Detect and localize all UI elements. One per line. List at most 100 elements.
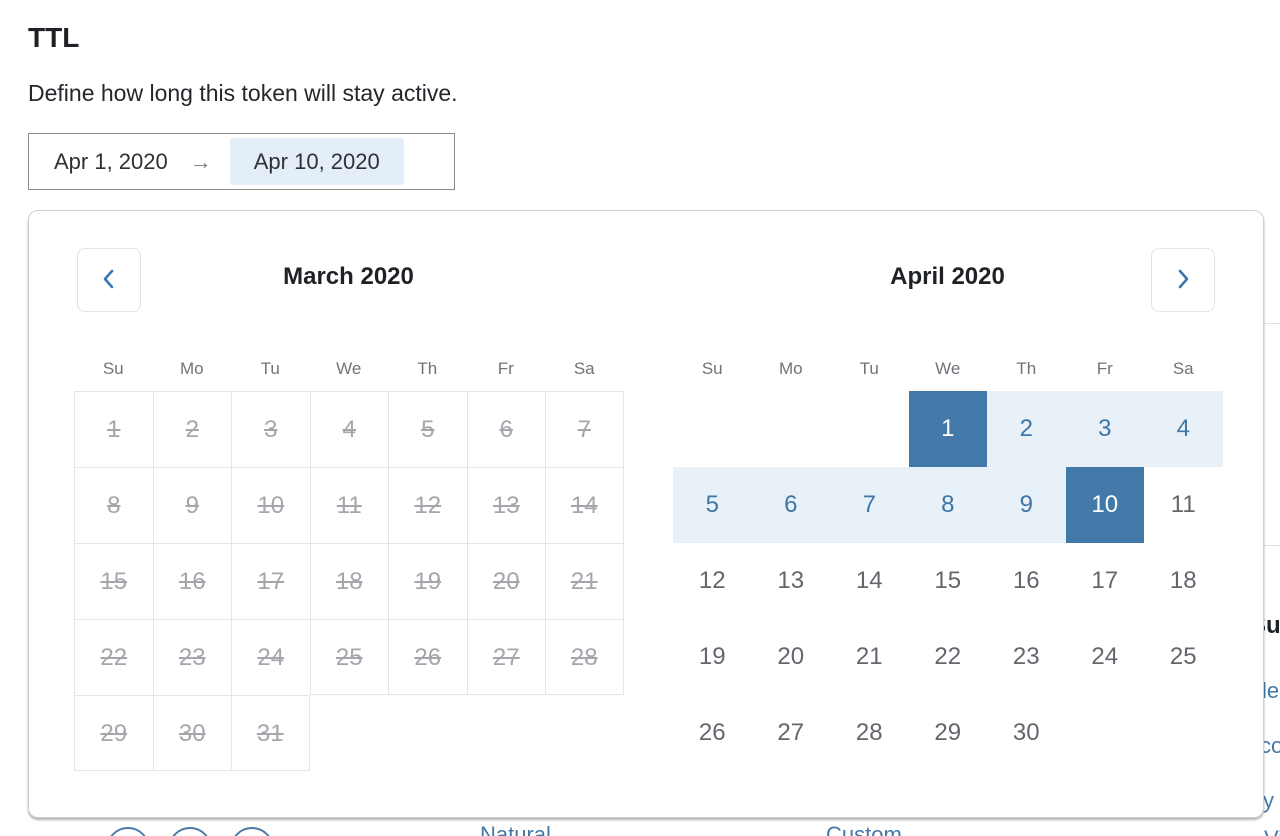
clipped-link-fragment[interactable]: Custom (826, 822, 902, 836)
day-cell[interactable]: 4 (1144, 391, 1223, 467)
weekday-label: Tu (859, 359, 879, 378)
weekday-label: Sa (1172, 359, 1194, 378)
day-cell[interactable]: 27 (777, 719, 805, 746)
day-cell[interactable]: 14 (855, 567, 883, 594)
chevron-left-icon (99, 267, 119, 294)
day-cell[interactable]: 11 (1170, 491, 1196, 518)
day-cell[interactable]: 2 (987, 391, 1066, 467)
day-cell: 10 (231, 467, 310, 543)
day-cell[interactable]: 9 (987, 467, 1066, 543)
month-title-march: March 2020 (283, 263, 414, 290)
day-cell[interactable]: 22 (934, 643, 962, 670)
day-cell[interactable]: 29 (934, 719, 962, 746)
day-cell: 19 (388, 543, 467, 619)
weekday-header-row: Su Mo Tu We Th Fr Sa (673, 351, 1223, 387)
weekday-label: Th (1016, 359, 1037, 378)
range-end-value[interactable]: Apr 10, 2020 (229, 138, 404, 185)
weekday-label: Fr (1096, 359, 1113, 378)
day-cell-range-end[interactable]: 10 (1065, 467, 1144, 543)
weekday-label: We (935, 359, 961, 378)
weekday-label: Su (102, 359, 124, 378)
day-cell[interactable]: 7 (830, 467, 909, 543)
date-range-input[interactable]: Apr 1, 2020 → Apr 10, 2020 (28, 133, 455, 190)
weekday-label: We (336, 359, 362, 378)
day-cell[interactable]: 26 (698, 719, 726, 746)
day-cell[interactable]: 8 (908, 467, 987, 543)
clipped-link-fragment[interactable]: Natural (480, 822, 551, 836)
day-cell[interactable]: 18 (1169, 567, 1197, 594)
day-cell: 2 (152, 391, 231, 467)
month-grid-march: Su Mo Tu We Th Fr Sa 1 2 3 4 5 6 7 8 9 10 11 12 13 14 15 16 17… (74, 351, 624, 771)
weekday-label: Th (417, 359, 438, 378)
day-cell: 26 (388, 619, 467, 695)
day-cell: 9 (152, 467, 231, 543)
weekday-label: Mo (179, 359, 204, 378)
page-description: Define how long this token will stay act… (28, 80, 458, 106)
day-cell[interactable]: 24 (1091, 643, 1119, 670)
previous-month-button[interactable] (77, 248, 141, 312)
empty-day-cell (752, 391, 831, 467)
day-cell[interactable]: 16 (1012, 567, 1040, 594)
day-cell: 27 (466, 619, 545, 695)
day-grid: 1 2 3 4 5 6 7 8 9 10 11 12 13 14 15 16 17 18 19 20 21 22 23 24 2… (673, 391, 1223, 771)
day-cell[interactable]: 12 (698, 567, 726, 594)
day-grid: 1 2 3 4 5 6 7 8 9 10 11 12 13 14 15 16 17 18 19 20 21 22 23 24 2… (74, 391, 624, 771)
day-cell: 13 (466, 467, 545, 543)
weekday-header-row: Su Mo Tu We Th Fr Sa (74, 351, 624, 387)
day-cell: 7 (545, 391, 624, 467)
next-month-button[interactable] (1151, 248, 1215, 312)
range-start-value[interactable]: Apr 1, 2020 (54, 148, 168, 174)
day-cell: 29 (74, 695, 153, 771)
day-cell: 28 (545, 619, 624, 695)
day-cell[interactable]: 23 (1012, 643, 1040, 670)
clipped-link-fragment[interactable]: co (1260, 733, 1280, 758)
day-cell[interactable]: 19 (698, 643, 726, 670)
page-title: TTL (28, 22, 80, 53)
arrow-right-icon: → (189, 148, 212, 174)
day-cell: 24 (231, 619, 310, 695)
day-cell[interactable]: 13 (777, 567, 805, 594)
clipped-radio-button[interactable] (106, 827, 150, 836)
day-cell-range-start[interactable]: 1 (908, 391, 987, 467)
day-cell[interactable]: 15 (934, 567, 962, 594)
empty-day-cell (830, 391, 909, 467)
weekday-label: Sa (573, 359, 595, 378)
clipped-radio-button[interactable] (230, 827, 274, 836)
clipped-link-fragment[interactable]: le (1262, 678, 1280, 703)
day-cell: 20 (466, 543, 545, 619)
day-cell: 17 (231, 543, 310, 619)
day-cell: 25 (309, 619, 388, 695)
day-cell: 23 (152, 619, 231, 695)
day-cell[interactable]: 3 (1065, 391, 1144, 467)
day-cell: 22 (74, 619, 153, 695)
month-title-april: April 2020 (890, 263, 1005, 290)
day-cell: 31 (231, 695, 310, 771)
day-cell[interactable]: 6 (751, 467, 830, 543)
day-cell[interactable]: 21 (855, 643, 883, 670)
day-cell: 6 (466, 391, 545, 467)
day-cell[interactable]: 28 (855, 719, 883, 746)
clipped-link-fragment[interactable]: Vi (1264, 826, 1280, 836)
clipped-radio-button[interactable] (168, 827, 212, 836)
weekday-label: Tu (260, 359, 280, 378)
day-cell: 11 (309, 467, 388, 543)
day-cell: 14 (545, 467, 624, 543)
day-cell: 18 (309, 543, 388, 619)
day-cell[interactable]: 20 (777, 643, 805, 670)
chevron-right-icon (1173, 267, 1193, 294)
day-cell[interactable]: 5 (673, 467, 752, 543)
day-cell[interactable]: 17 (1091, 567, 1119, 594)
weekday-label: Mo (778, 359, 803, 378)
day-cell: 21 (545, 543, 624, 619)
weekday-label: Su (701, 359, 723, 378)
day-cell: 3 (231, 391, 310, 467)
day-cell: 8 (74, 467, 153, 543)
day-cell[interactable]: 30 (1012, 719, 1040, 746)
day-cell: 16 (152, 543, 231, 619)
day-cell: 15 (74, 543, 153, 619)
day-cell[interactable]: 25 (1169, 643, 1197, 670)
clipped-link-fragment[interactable]: y (1263, 788, 1274, 813)
empty-day-cell (673, 391, 752, 467)
